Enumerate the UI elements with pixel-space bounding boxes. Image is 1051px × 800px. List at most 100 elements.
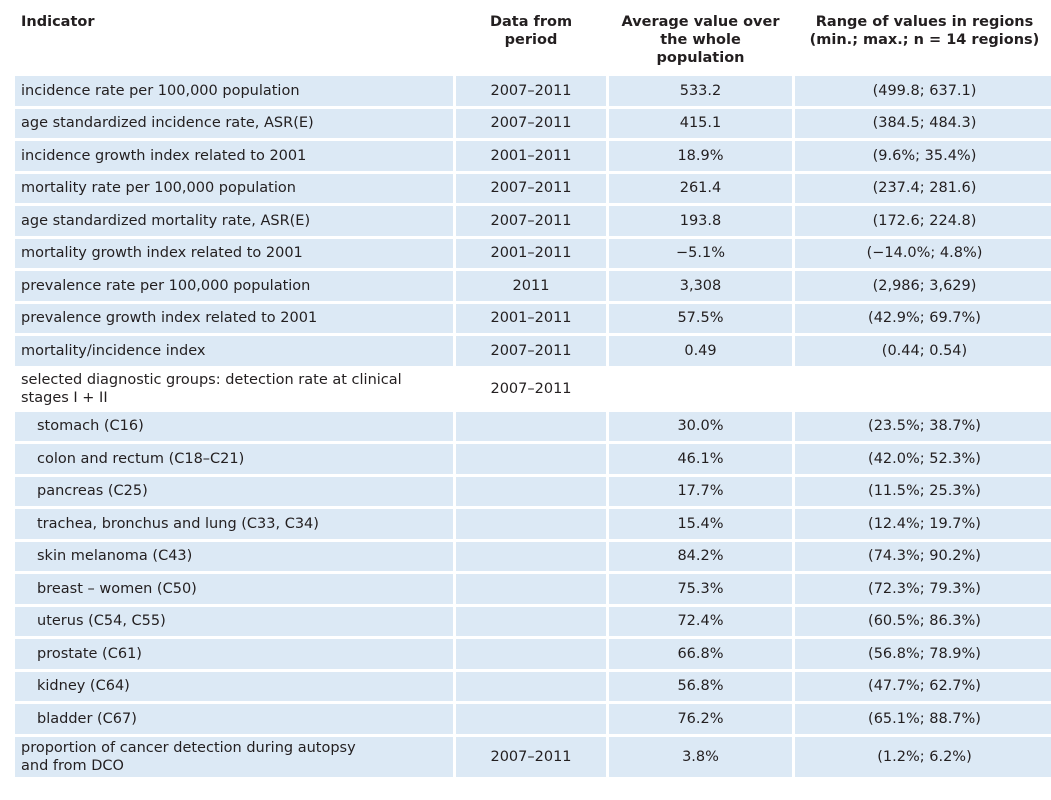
table-row: pancreas (C25) 17.7% (11.5%; 25.3%) [15,476,1051,506]
cell-average: 3.8% [609,736,792,777]
header-indicator: Indicator [15,9,453,73]
cell-average: 3,308 [609,271,792,301]
cell-range: (−14.0%; 4.8%) [795,238,1051,268]
cell-indicator: age standardized mortality rate, ASR(E) [15,206,453,236]
cell-indicator: trachea, bronchus and lung (C33, C34) [15,509,453,539]
cell-indicator: incidence growth index related to 2001 [15,141,453,171]
cell-average: 18.9% [609,141,792,171]
cell-range: (42.0%; 52.3%) [795,444,1051,474]
cell-average: 76.2% [609,704,792,734]
cell-range: (499.8; 637.1) [795,76,1051,106]
cell-period: 2001–2011 [456,303,606,333]
cell-period: 2001–2011 [456,238,606,268]
table-row: mortality/incidence index 2007–2011 0.49… [15,336,1051,366]
cell-indicator: breast – women (C50) [15,574,453,604]
cell-period [456,704,606,734]
cell-period [456,541,606,571]
table-row: uterus (C54, C55) 72.4% (60.5%; 86.3%) [15,606,1051,636]
cell-indicator: uterus (C54, C55) [15,606,453,636]
cell-indicator: proportion of cancer detection during au… [15,736,453,777]
cell-average [609,368,792,409]
cell-range: (65.1%; 88.7%) [795,704,1051,734]
cell-average: 72.4% [609,606,792,636]
table-row: skin melanoma (C43) 84.2% (74.3%; 90.2%) [15,541,1051,571]
cell-period: 2007–2011 [456,108,606,138]
cell-average: 17.7% [609,476,792,506]
cell-range [795,368,1051,409]
cell-indicator: selected diagnostic groups: detection ra… [15,368,453,409]
cell-indicator: age standardized incidence rate, ASR(E) [15,108,453,138]
header-period: Data from period [456,9,606,73]
cell-indicator: mortality/incidence index [15,336,453,366]
cell-average: 533.2 [609,76,792,106]
cell-average: 0.49 [609,336,792,366]
table-row: incidence rate per 100,000 population 20… [15,76,1051,106]
cell-period: 2007–2011 [456,76,606,106]
cell-indicator: incidence rate per 100,000 population [15,76,453,106]
cell-indicator: pancreas (C25) [15,476,453,506]
cell-period: 2001–2011 [456,141,606,171]
cell-period [456,639,606,669]
table-row: colon and rectum (C18–C21) 46.1% (42.0%;… [15,444,1051,474]
table-row-group-heading: selected diagnostic groups: detection ra… [15,368,1051,409]
cell-period [456,411,606,441]
cell-period [456,444,606,474]
cell-indicator: skin melanoma (C43) [15,541,453,571]
table-row: prostate (C61) 66.8% (56.8%; 78.9%) [15,639,1051,669]
cell-range: (9.6%; 35.4%) [795,141,1051,171]
cell-period: 2007–2011 [456,368,606,409]
table-row: mortality growth index related to 2001 2… [15,238,1051,268]
cell-range: (11.5%; 25.3%) [795,476,1051,506]
table-row: stomach (C16) 30.0% (23.5%; 38.7%) [15,411,1051,441]
cell-range: (237.4; 281.6) [795,173,1051,203]
table-row: prevalence rate per 100,000 population 2… [15,271,1051,301]
cell-average: 261.4 [609,173,792,203]
indicator-table: Indicator Data from period Average value… [12,6,1051,780]
cell-average: −5.1% [609,238,792,268]
cell-average: 415.1 [609,108,792,138]
cell-range: (42.9%; 69.7%) [795,303,1051,333]
cell-range: (172.6; 224.8) [795,206,1051,236]
cell-period [456,509,606,539]
cell-range: (384.5; 484.3) [795,108,1051,138]
table-row: bladder (C67) 76.2% (65.1%; 88.7%) [15,704,1051,734]
cell-average: 56.8% [609,671,792,701]
cell-period: 2007–2011 [456,173,606,203]
cell-indicator: prevalence growth index related to 2001 [15,303,453,333]
cell-period: 2007–2011 [456,736,606,777]
cell-period [456,574,606,604]
cell-period: 2007–2011 [456,206,606,236]
cell-average: 66.8% [609,639,792,669]
table-row: age standardized incidence rate, ASR(E) … [15,108,1051,138]
cell-range: (12.4%; 19.7%) [795,509,1051,539]
cell-average: 75.3% [609,574,792,604]
cell-range: (74.3%; 90.2%) [795,541,1051,571]
cell-indicator: colon and rectum (C18–C21) [15,444,453,474]
cell-range: (56.8%; 78.9%) [795,639,1051,669]
table-row: age standardized mortality rate, ASR(E) … [15,206,1051,236]
cell-range: (47.7%; 62.7%) [795,671,1051,701]
cell-average: 46.1% [609,444,792,474]
cell-indicator: mortality rate per 100,000 population [15,173,453,203]
cell-period [456,671,606,701]
cell-period: 2007–2011 [456,336,606,366]
cell-indicator: bladder (C67) [15,704,453,734]
cell-average: 15.4% [609,509,792,539]
header-average: Average value over the whole population [609,9,792,73]
cell-range: (1.2%; 6.2%) [795,736,1051,777]
table-row: prevalence growth index related to 2001 … [15,303,1051,333]
table-row: trachea, bronchus and lung (C33, C34) 15… [15,509,1051,539]
cell-range: (2,986; 3,629) [795,271,1051,301]
cell-indicator: prostate (C61) [15,639,453,669]
cell-average: 193.8 [609,206,792,236]
cell-average: 57.5% [609,303,792,333]
table-row: proportion of cancer detection during au… [15,736,1051,777]
cell-average: 84.2% [609,541,792,571]
cell-range: (23.5%; 38.7%) [795,411,1051,441]
table-header-row: Indicator Data from period Average value… [15,9,1051,73]
table-row: kidney (C64) 56.8% (47.7%; 62.7%) [15,671,1051,701]
cell-period [456,606,606,636]
cell-indicator: stomach (C16) [15,411,453,441]
table-row: incidence growth index related to 2001 2… [15,141,1051,171]
